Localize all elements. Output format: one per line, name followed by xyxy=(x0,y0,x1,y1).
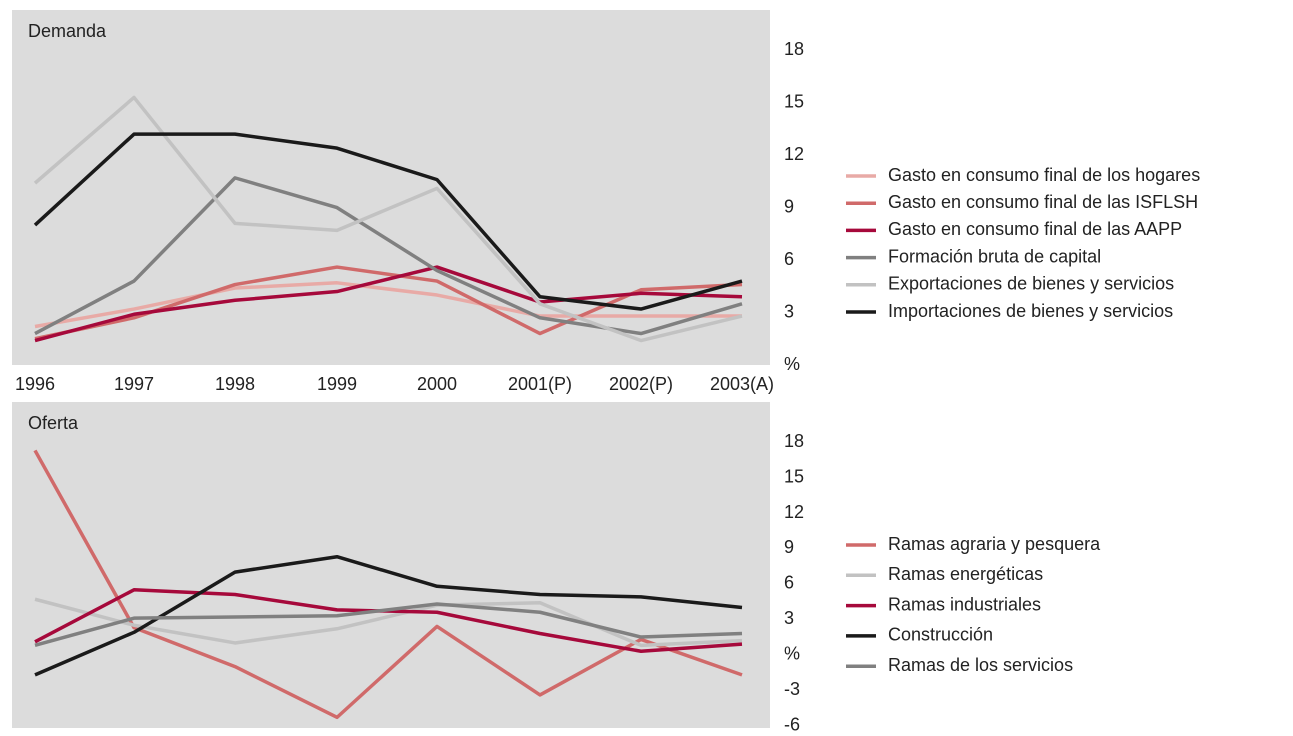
y-tick-label: 15 xyxy=(784,466,804,486)
y-tick-label: 9 xyxy=(784,537,794,557)
legend-label: Ramas industriales xyxy=(888,594,1041,614)
series-line xyxy=(34,597,743,648)
chart-title: Oferta xyxy=(28,413,79,433)
legend-label: Ramas de los servicios xyxy=(888,655,1073,675)
series-line xyxy=(33,132,743,311)
x-tick-label: 1997 xyxy=(114,374,154,394)
legend-label: Exportaciones de bienes y servicios xyxy=(888,274,1174,294)
x-tick-label: 2002(P) xyxy=(609,374,673,394)
legend-label: Ramas energéticas xyxy=(888,564,1043,584)
y-tick-label: 18 xyxy=(784,39,804,59)
plot-area xyxy=(12,402,770,728)
series-line xyxy=(34,554,743,677)
y-tick-label: -6 xyxy=(784,714,800,734)
series-line xyxy=(34,176,743,336)
y-tick-label: % xyxy=(784,354,800,374)
y-tick-label: 3 xyxy=(784,608,794,628)
x-tick-label: 1996 xyxy=(15,374,55,394)
x-tick-label: 2000 xyxy=(417,374,457,394)
y-tick-label: 3 xyxy=(784,301,794,321)
series-line xyxy=(34,265,743,343)
legend-label: Construcción xyxy=(888,625,993,645)
x-tick-label: 1999 xyxy=(317,374,357,394)
chart-title: Demanda xyxy=(28,21,107,41)
legend-label: Gasto en consumo final de las ISFLSH xyxy=(888,192,1198,212)
legend-label: Ramas agraria y pesquera xyxy=(888,534,1101,554)
legend-label: Formación bruta de capital xyxy=(888,246,1101,266)
plot-area xyxy=(12,10,770,365)
x-tick-label: 2001(P) xyxy=(508,374,572,394)
y-tick-label: 9 xyxy=(784,196,794,216)
y-tick-label: 12 xyxy=(784,502,804,522)
series-line xyxy=(33,95,743,343)
x-tick-label: 1998 xyxy=(215,374,255,394)
y-tick-label: 15 xyxy=(784,91,804,111)
y-tick-label: % xyxy=(784,644,800,664)
legend-label: Gasto en consumo final de los hogares xyxy=(888,165,1200,185)
x-tick-label: 2003(A) xyxy=(710,374,774,394)
series-line xyxy=(34,281,742,329)
series-line xyxy=(34,602,743,648)
y-tick-label: -3 xyxy=(784,679,800,699)
y-tick-label: 6 xyxy=(784,249,794,269)
y-tick-label: 6 xyxy=(784,573,794,593)
y-tick-label: 18 xyxy=(784,431,804,451)
legend-label: Importaciones de bienes y servicios xyxy=(888,301,1173,321)
legend-label: Gasto en consumo final de las AAPP xyxy=(888,219,1182,239)
y-tick-label: 12 xyxy=(784,144,804,164)
